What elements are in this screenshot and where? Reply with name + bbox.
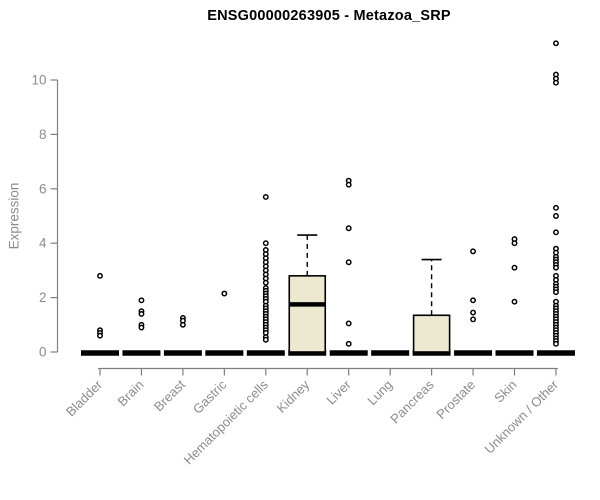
x-tick-label-gastric: Gastric bbox=[190, 377, 230, 417]
collapsed-box-bladder bbox=[81, 350, 119, 356]
y-axis-label: Expression bbox=[6, 182, 22, 250]
outlier-point-unknown-other bbox=[553, 229, 559, 236]
outlier-point-brain bbox=[138, 324, 145, 331]
x-tick-label-skin: Skin bbox=[491, 377, 519, 405]
outlier-point-liver bbox=[345, 340, 352, 347]
x-tick-label-unknown-other: Unknown / Other bbox=[481, 377, 561, 457]
collapsed-box-breast bbox=[163, 350, 202, 356]
outlier-point-skin bbox=[511, 264, 518, 271]
collapsed-box-unknown-other bbox=[536, 350, 575, 356]
outlier-point-prostate bbox=[470, 248, 476, 255]
y-tick-label: 6 bbox=[39, 181, 47, 196]
collapsed-box-skin bbox=[495, 350, 534, 356]
outlier-point-bladder bbox=[97, 272, 103, 279]
outlier-point-hematopoietic-cells bbox=[262, 194, 269, 200]
x-tick-label-liver: Liver bbox=[323, 377, 354, 408]
x-tick-label-bladder: Bladder bbox=[63, 377, 106, 420]
collapsed-box-brain bbox=[122, 350, 161, 356]
outlier-point-brain bbox=[138, 310, 145, 317]
outlier-point-gastric bbox=[221, 290, 228, 297]
outlier-point-prostate bbox=[470, 316, 476, 323]
outlier-point-hematopoietic-cells bbox=[262, 240, 269, 247]
outlier-point-unknown-other bbox=[553, 213, 559, 219]
collapsed-box-kidney bbox=[288, 350, 327, 356]
collapsed-box-lung bbox=[371, 350, 410, 356]
median-kidney bbox=[289, 302, 326, 307]
x-tick-label-pancreas: Pancreas bbox=[387, 377, 437, 427]
collapsed-box-pancreas bbox=[412, 350, 451, 356]
box-kidney bbox=[288, 275, 327, 353]
chart-title: ENSG00000263905 - Metazoa_SRP bbox=[207, 8, 451, 24]
outlier-point-unknown-other bbox=[553, 264, 559, 271]
outlier-point-skin bbox=[511, 240, 518, 247]
y-tick-label: 8 bbox=[39, 127, 47, 142]
y-tick-label: 4 bbox=[39, 236, 47, 251]
outlier-point-prostate bbox=[470, 309, 476, 316]
outlier-point-hematopoietic-cells bbox=[262, 336, 269, 343]
outlier-point-brain bbox=[138, 297, 145, 304]
box-pancreas bbox=[412, 314, 451, 353]
outlier-point-unknown-other bbox=[553, 289, 559, 296]
outlier-point-skin bbox=[511, 298, 518, 305]
y-tick-label: 10 bbox=[31, 73, 46, 88]
x-tick-label-lung: Lung bbox=[364, 377, 395, 408]
outlier-point-liver bbox=[345, 320, 352, 327]
y-tick-label: 2 bbox=[39, 290, 47, 305]
y-tick-label: 0 bbox=[39, 345, 47, 360]
outlier-point-unknown-other bbox=[553, 40, 559, 47]
collapsed-box-liver bbox=[329, 350, 368, 356]
outlier-point-unknown-other bbox=[553, 204, 559, 211]
outlier-point-bladder bbox=[97, 332, 103, 339]
x-tick-label-prostate: Prostate bbox=[433, 377, 478, 422]
outlier-point-prostate bbox=[470, 297, 476, 304]
collapsed-box-hematopoietic-cells bbox=[246, 350, 285, 356]
outlier-point-breast bbox=[179, 321, 186, 328]
outlier-point-liver bbox=[345, 259, 352, 266]
x-tick-label-brain: Brain bbox=[114, 377, 146, 409]
outlier-point-liver bbox=[345, 225, 352, 232]
outlier-point-liver bbox=[345, 181, 352, 188]
outlier-point-unknown-other bbox=[553, 340, 559, 347]
x-tick-label-breast: Breast bbox=[151, 377, 188, 414]
x-tick-label-kidney: Kidney bbox=[274, 377, 313, 416]
outlier-point-unknown-other bbox=[553, 79, 559, 86]
collapsed-box-prostate bbox=[454, 350, 493, 356]
collapsed-box-gastric bbox=[205, 350, 244, 356]
outlier-point-hematopoietic-cells bbox=[262, 279, 269, 286]
